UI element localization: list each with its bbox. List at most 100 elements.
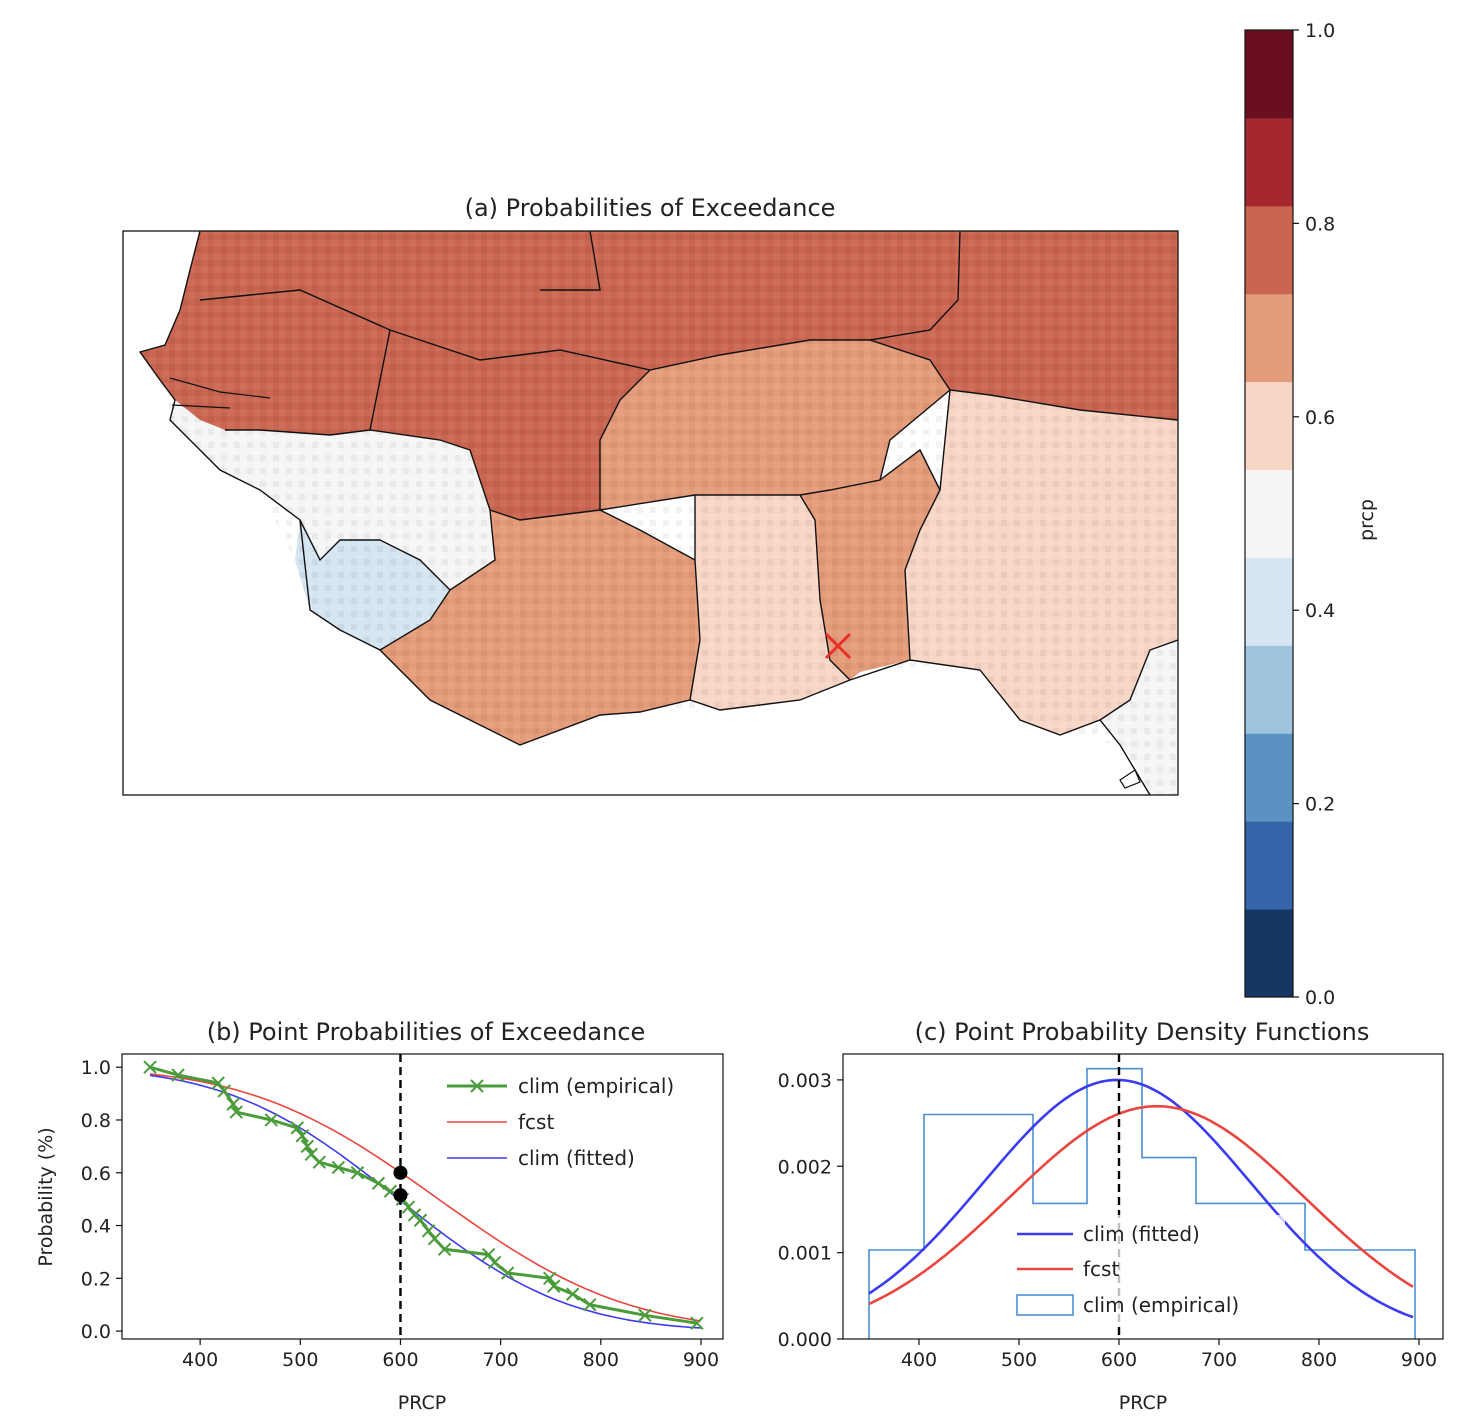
y-tick-label: 0.6 [81, 1163, 111, 1185]
clim-empirical-marker [371, 1176, 386, 1191]
map-texture [140, 231, 1178, 795]
colorbar-bin [1245, 30, 1293, 119]
colorbar-tick-label: 0.2 [1305, 794, 1335, 816]
colorbar: 0.0 0.2 0.4 0.6 0.8 1.0 prcp [1244, 20, 1378, 1009]
clim-empirical-marker [547, 1279, 561, 1293]
colorbar-bin [1245, 645, 1293, 734]
x-tick-label: 800 [583, 1349, 619, 1371]
clim-empirical-marker [487, 1255, 502, 1270]
panel-b: 400 500 600 700 800 900 0.0 0.2 0.4 0.6 0.8 1.0 PRC… [35, 1053, 724, 1414]
legend-c-label-emp: clim (empirical) [1083, 1293, 1239, 1317]
colorbar-bin [1245, 909, 1293, 998]
clim-empirical-marker [264, 1113, 278, 1127]
colorbar-label: prcp [1356, 499, 1378, 541]
clim-empirical-marker [171, 1068, 185, 1082]
y-tick-label: 0.001 [778, 1243, 832, 1265]
clim-empirical-marker [290, 1121, 304, 1135]
colorbar-bin [1245, 821, 1293, 910]
panel-b-xlabel: PRCP [398, 1392, 446, 1414]
clim-empirical-marker [401, 1200, 416, 1214]
map-title: (a) Probabilities of Exceedance [465, 194, 836, 222]
x-tick-label: 500 [1001, 1349, 1037, 1371]
x-tick-label: 600 [382, 1349, 418, 1371]
panel-b-legend: clim (empirical) fcst clim (fitted) [447, 1074, 674, 1170]
colorbar-frame [1244, 29, 1294, 998]
panel-b-ylabel: Probability (%) [35, 1127, 57, 1266]
legend-b-label-emp: clim (empirical) [518, 1074, 674, 1098]
clim-empirical-marker [437, 1242, 452, 1256]
y-tick-label: 0.4 [81, 1216, 111, 1238]
clim-empirical-marker [543, 1271, 557, 1286]
clim-empirical-marker [300, 1139, 315, 1154]
colorbar-bin [1245, 117, 1293, 207]
fcst-pdf [868, 1104, 1414, 1306]
y-tick-label: 1.0 [81, 1057, 111, 1079]
clim-empirical-marker [226, 1097, 240, 1111]
clim-empirical-marker [421, 1224, 436, 1238]
colorbar-tick-label: 0.8 [1305, 213, 1335, 235]
clim-empirical-marker [295, 1129, 310, 1143]
threshold-point [393, 1165, 408, 1180]
threshold-point [393, 1188, 408, 1203]
fcst-line [149, 1073, 702, 1322]
x-tick-label: 600 [1101, 1349, 1137, 1371]
legend-c-hist-swatch [1016, 1294, 1074, 1316]
colorbar-bin [1245, 205, 1293, 295]
panel-c-legend: clim (fitted) fcst clim (empirical) [1005, 1215, 1285, 1325]
x-tick-label: 400 [182, 1349, 218, 1371]
colorbar-tick-label: 0.4 [1305, 600, 1335, 622]
clim-empirical-marker [350, 1166, 365, 1180]
legend-b-label-fitted: clim (fitted) [518, 1146, 635, 1170]
clim-fitted-pdf [868, 1078, 1414, 1319]
panel-b-frame [121, 1053, 724, 1340]
panel-c: 400 500 600 700 800 900 0.000 0.001 0.002 0.003 P… [778, 1053, 1444, 1414]
panel-b-title: (b) Point Probabilities of Exceedance [207, 1018, 646, 1046]
map-plot-area [123, 231, 1178, 795]
x-tick-label: 700 [1201, 1349, 1237, 1371]
y-tick-label: 0.8 [81, 1110, 111, 1132]
x-tick-label: 500 [282, 1349, 318, 1371]
x-tick-label: 900 [683, 1349, 719, 1371]
clim-empirical-histogram [868, 1067, 1416, 1339]
colorbar-tick-label: 1.0 [1305, 20, 1335, 42]
y-tick-label: 0.002 [778, 1156, 832, 1178]
clim-empirical-marker [690, 1316, 704, 1330]
x-tick-label: 400 [901, 1349, 937, 1371]
colorbar-bin [1245, 293, 1293, 383]
legend-c-label-fitted: clim (fitted) [1083, 1222, 1200, 1246]
clim-empirical-marker [427, 1232, 442, 1246]
colorbar-bin [1245, 469, 1293, 558]
clim-empirical-marker [312, 1155, 327, 1169]
y-tick-label: 0.003 [778, 1070, 832, 1092]
colorbar-bin [1245, 733, 1293, 822]
y-tick-label: 0.2 [81, 1268, 111, 1290]
clim-empirical-marker [583, 1297, 597, 1312]
colorbar-tick-label: 0.6 [1305, 407, 1335, 429]
colorbar-bin [1245, 381, 1293, 471]
colorbar-tick-label: 0.0 [1305, 987, 1335, 1009]
clim-empirical-marker [566, 1287, 580, 1301]
legend-b-emp-marker [470, 1079, 484, 1093]
panel-c-xlabel: PRCP [1119, 1392, 1167, 1414]
legend-b-label-fcst: fcst [518, 1110, 554, 1134]
x-tick-label: 900 [1401, 1349, 1437, 1371]
clim-empirical-marker [413, 1213, 428, 1227]
selected-point-marker [824, 632, 852, 660]
x-tick-label: 700 [482, 1349, 518, 1371]
legend-c-label-fcst: fcst [1083, 1257, 1119, 1281]
panel-c-title: (c) Point Probability Density Functions [915, 1018, 1370, 1046]
clim-empirical-marker [638, 1308, 652, 1322]
panel-c-frame [842, 1053, 1444, 1340]
clim-empirical-marker [229, 1105, 243, 1119]
clim-fitted-line [149, 1074, 702, 1329]
clim-empirical-marker [143, 1060, 157, 1074]
country-borders [138, 231, 1178, 795]
y-tick-label: 0.0 [81, 1321, 111, 1343]
clim-empirical-marker [211, 1076, 225, 1090]
clim-empirical-marker [481, 1247, 496, 1262]
x-tick-label: 800 [1301, 1349, 1337, 1371]
map-frame [122, 230, 1179, 796]
clim-empirical-marker [217, 1084, 231, 1098]
colorbar-bin [1245, 557, 1293, 646]
